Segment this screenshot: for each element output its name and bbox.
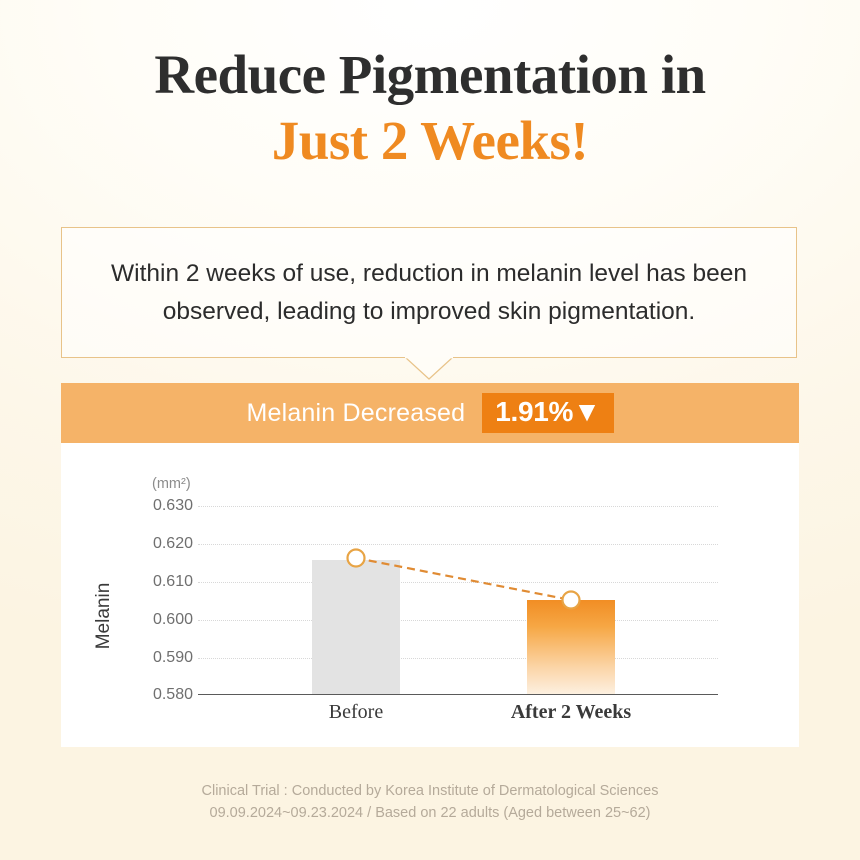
callout-pointer-icon xyxy=(405,357,453,381)
gridline xyxy=(198,544,718,545)
bar-after xyxy=(527,600,615,694)
x-category-label-after: After 2 Weeks xyxy=(510,701,632,723)
banner-label: Melanin Decreased xyxy=(246,398,466,427)
description-text: Within 2 weeks of use, reduction in mela… xyxy=(111,259,747,325)
y-tick-label: 0.600 xyxy=(152,611,193,628)
footnote-line-2: 09.09.2024~09.23.2024 / Based on 22 adul… xyxy=(209,805,651,822)
footnote: Clinical Trial : Conducted by Korea Inst… xyxy=(0,780,860,825)
x-axis-line xyxy=(198,694,718,695)
bar-before xyxy=(312,560,400,694)
x-category-label-before: Before xyxy=(328,701,384,723)
footnote-line-1: Clinical Trial : Conducted by Korea Inst… xyxy=(201,783,659,799)
status-badge: 1.91%▼ xyxy=(482,393,614,433)
description-callout-box: Within 2 weeks of use, reduction in mela… xyxy=(61,227,797,358)
headline-line-1: Reduce Pigmentation in xyxy=(154,44,706,105)
y-axis-unit: (mm²) xyxy=(152,476,191,492)
headline-line-2: Just 2 Weeks! xyxy=(271,109,589,171)
y-tick-label: 0.630 xyxy=(152,497,193,514)
page-title: Reduce Pigmentation in Just 2 Weeks! xyxy=(0,44,860,171)
gridline xyxy=(198,620,718,621)
y-tick-label: 0.580 xyxy=(152,686,193,703)
y-tick-label: 0.620 xyxy=(152,535,193,552)
gridline xyxy=(198,658,718,659)
gridline xyxy=(198,582,718,583)
melanin-bar-chart: (mm²) Melanin 0.630 0.620 0.610 0.600 0.… xyxy=(61,443,799,747)
y-tick-label: 0.610 xyxy=(152,573,193,590)
y-tick-label: 0.590 xyxy=(152,649,193,666)
y-axis-title: Melanin xyxy=(93,582,114,650)
melanin-decrease-banner: Melanin Decreased 1.91%▼ xyxy=(61,383,799,443)
gridline xyxy=(198,506,718,507)
chart-panel: (mm²) Melanin 0.630 0.620 0.610 0.600 0.… xyxy=(61,443,799,747)
